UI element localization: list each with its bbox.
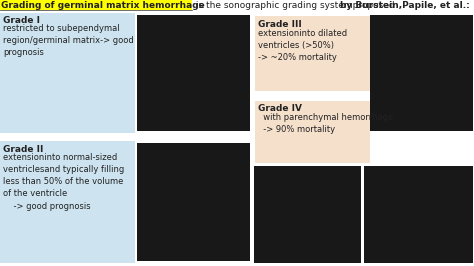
Text: Grade III: Grade III [258,20,302,29]
FancyBboxPatch shape [364,166,473,263]
Text: with parenchymal hemorrhage
  -> 90% mortality: with parenchymal hemorrhage -> 90% morta… [258,113,393,134]
Text: Grade I: Grade I [3,16,40,25]
Text: Grade II: Grade II [3,145,44,154]
FancyBboxPatch shape [0,0,192,10]
Text: Grading of germinal matrix hemorrhage: Grading of germinal matrix hemorrhage [1,1,205,10]
FancyBboxPatch shape [370,15,473,131]
FancyBboxPatch shape [255,101,370,163]
FancyBboxPatch shape [255,16,370,91]
FancyBboxPatch shape [0,13,135,133]
Text: restricted to subependymal
region/germinal matrix-> good
prognosis: restricted to subependymal region/germin… [3,24,134,57]
FancyBboxPatch shape [137,143,250,261]
Text: extensioninto normal-sized
ventriclesand typically filling
less than 50% of the : extensioninto normal-sized ventriclesand… [3,153,124,211]
FancyBboxPatch shape [0,141,135,263]
Text: by Burstein,Papile, et al.:: by Burstein,Papile, et al.: [340,1,470,10]
FancyBboxPatch shape [254,166,361,263]
FancyBboxPatch shape [137,15,250,131]
Text: is the sonographic grading systemproposed: is the sonographic grading systempropose… [193,1,398,10]
Text: Grade IV: Grade IV [258,104,302,113]
Text: extensioninto dilated
ventricles (>50%)
-> ~20% mortality: extensioninto dilated ventricles (>50%) … [258,29,347,62]
